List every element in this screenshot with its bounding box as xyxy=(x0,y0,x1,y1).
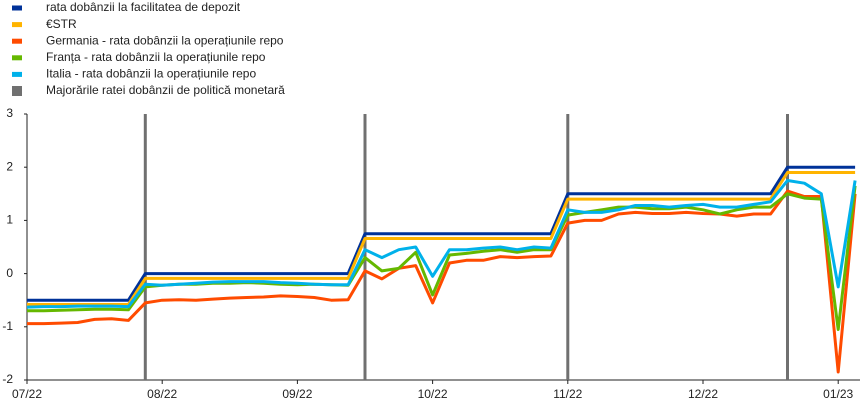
legend-swatch xyxy=(12,71,22,77)
legend-label: €STR xyxy=(46,17,77,31)
legend-swatch xyxy=(12,38,22,44)
y-tick-label: 3 xyxy=(6,106,13,120)
series-line xyxy=(26,179,857,309)
legend-label: rata dobânzii la facilitatea de depozit xyxy=(46,0,241,14)
x-tick-label: 07/22 xyxy=(12,387,42,401)
series-line xyxy=(27,171,856,306)
legend-label: Italia - rata dobânzii la operațiunile r… xyxy=(46,67,256,81)
legend-swatch xyxy=(12,5,22,11)
legend-swatch xyxy=(12,86,22,96)
legend-swatch xyxy=(12,55,22,61)
y-tick-label: 0 xyxy=(6,266,13,280)
series-line xyxy=(27,165,856,302)
y-tick-label: -1 xyxy=(2,319,13,333)
y-tick-label: 2 xyxy=(6,159,13,173)
y-tick-label: -2 xyxy=(2,372,13,386)
legend-label: Majorările ratei dobânzii de politică mo… xyxy=(46,83,285,97)
legend-label: Germania - rata dobânzii la operațiunile… xyxy=(46,33,284,47)
x-tick-label: 10/22 xyxy=(418,387,448,401)
legend-swatch xyxy=(12,22,22,28)
y-tick-label: 1 xyxy=(6,213,13,227)
x-tick-label: 12/22 xyxy=(688,387,718,401)
x-tick-label: 09/22 xyxy=(282,387,312,401)
x-tick-label: 11/22 xyxy=(553,387,582,401)
legend-label: Franța - rata dobânzii la operațiunile r… xyxy=(46,50,266,64)
x-tick-label: 08/22 xyxy=(147,387,177,401)
x-tick-label: 01/23 xyxy=(823,387,853,401)
series-line xyxy=(27,189,857,374)
